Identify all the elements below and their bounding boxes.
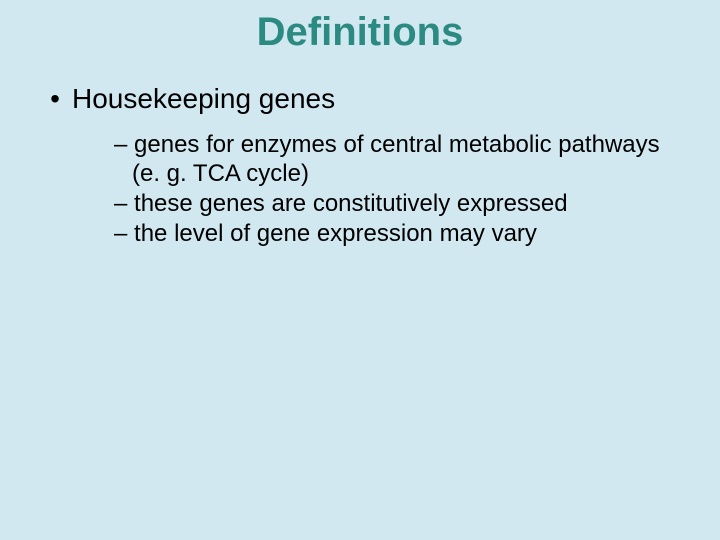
bullet-l2-text: genes for enzymes of central metabolic p… xyxy=(132,131,660,186)
slide: Definitions •Housekeeping genes – genes … xyxy=(0,0,720,540)
bullet-l2-marker: – xyxy=(114,220,127,247)
slide-title: Definitions xyxy=(0,0,720,55)
sub-bullet-list: – genes for enzymes of central metabolic… xyxy=(38,125,680,248)
bullet-level2: – the level of gene expression may vary xyxy=(114,220,680,248)
bullet-level2: – these genes are constitutively express… xyxy=(114,190,680,218)
bullet-l1-marker: • xyxy=(38,83,72,115)
bullet-l1-text: Housekeeping genes xyxy=(72,83,335,114)
bullet-l2-marker: – xyxy=(114,190,127,217)
bullet-l2-text: the level of gene expression may vary xyxy=(134,220,537,247)
bullet-l2-marker: – xyxy=(114,131,127,158)
slide-body: •Housekeeping genes – genes for enzymes … xyxy=(0,55,720,248)
bullet-l2-text: these genes are constitutively expressed xyxy=(134,190,568,217)
bullet-level1: •Housekeeping genes xyxy=(38,83,680,115)
bullet-level2: – genes for enzymes of central metabolic… xyxy=(114,131,680,188)
